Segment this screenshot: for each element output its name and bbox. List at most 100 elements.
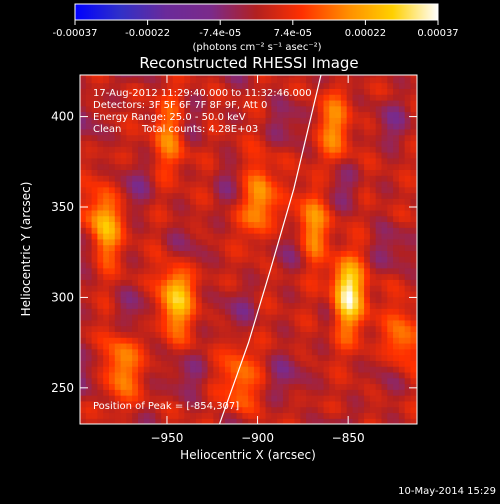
heatmap-cell bbox=[103, 233, 110, 240]
heatmap-cell bbox=[259, 238, 267, 246]
heatmap-cell bbox=[358, 88, 365, 95]
heatmap-cell bbox=[108, 123, 116, 130]
heatmap-cell bbox=[219, 180, 226, 188]
heatmap-cell bbox=[126, 325, 133, 333]
heatmap-cell bbox=[172, 406, 180, 414]
heatmap-cell bbox=[195, 238, 203, 246]
heatmap-cell bbox=[213, 366, 220, 373]
heatmap-cell bbox=[323, 94, 330, 101]
heatmap-cell bbox=[369, 198, 377, 205]
heatmap-cell bbox=[195, 244, 203, 252]
heatmap-cell bbox=[195, 400, 203, 408]
heatmap-cell bbox=[335, 302, 342, 309]
heatmap-cell bbox=[155, 337, 162, 344]
heatmap-cell bbox=[97, 105, 104, 113]
heatmap-cell bbox=[282, 75, 290, 78]
heatmap-cell bbox=[300, 325, 307, 333]
heatmap-cell bbox=[404, 383, 412, 390]
heatmap-cell bbox=[248, 406, 255, 414]
heatmap-cell bbox=[155, 192, 162, 199]
heatmap-cell bbox=[259, 192, 267, 199]
heatmap-cell bbox=[288, 244, 296, 252]
heatmap-cell bbox=[404, 227, 412, 234]
heatmap-cell bbox=[410, 180, 417, 188]
heatmap-cell bbox=[393, 418, 400, 424]
heatmap-cell bbox=[306, 111, 313, 118]
heatmap-cell bbox=[97, 267, 104, 275]
heatmap-cell bbox=[271, 88, 278, 95]
heatmap-cell bbox=[213, 285, 220, 292]
heatmap-cell bbox=[120, 308, 127, 315]
heatmap-cell bbox=[393, 134, 400, 142]
heatmap-cell bbox=[120, 348, 127, 356]
heatmap-cell bbox=[369, 227, 377, 234]
heatmap-cell bbox=[277, 308, 284, 315]
heatmap-cell bbox=[143, 371, 151, 379]
heatmap-cell bbox=[213, 389, 220, 396]
heatmap-cell bbox=[369, 123, 377, 130]
heatmap-cell bbox=[114, 256, 122, 263]
heatmap-cell bbox=[317, 238, 325, 246]
heatmap-cell bbox=[224, 256, 232, 263]
heatmap-cell bbox=[387, 267, 394, 275]
heatmap-cell bbox=[201, 233, 209, 240]
heatmap-cell bbox=[253, 337, 261, 344]
heatmap-cell bbox=[340, 227, 348, 234]
heatmap-cell bbox=[282, 337, 290, 344]
heatmap-cell bbox=[91, 175, 98, 182]
heatmap-cell bbox=[282, 366, 290, 373]
heatmap-cell bbox=[143, 400, 151, 408]
heatmap-cell bbox=[230, 99, 238, 107]
heatmap-cell bbox=[398, 105, 406, 113]
heatmap-cell bbox=[329, 233, 336, 240]
heatmap-cell bbox=[323, 412, 330, 419]
heatmap-cell bbox=[288, 152, 296, 159]
heatmap-cell bbox=[369, 157, 377, 165]
heatmap-cell bbox=[288, 296, 296, 304]
heatmap-cell bbox=[126, 302, 133, 309]
heatmap-cell bbox=[282, 314, 290, 321]
heatmap-cell bbox=[398, 285, 406, 292]
heatmap-cell bbox=[184, 111, 191, 118]
heatmap-cell bbox=[381, 389, 388, 396]
heatmap-cell bbox=[85, 117, 93, 124]
heatmap-cell bbox=[393, 296, 400, 304]
heatmap-cell bbox=[265, 209, 272, 217]
heatmap-cell bbox=[166, 99, 174, 107]
heatmap-cell bbox=[114, 198, 122, 205]
heatmap-cell bbox=[404, 273, 412, 280]
heatmap-cell bbox=[393, 157, 400, 165]
heatmap-cell bbox=[236, 314, 243, 321]
heatmap-cell bbox=[346, 331, 354, 338]
heatmap-cell bbox=[85, 105, 93, 113]
heatmap-cell bbox=[265, 279, 272, 286]
heatmap-cell bbox=[329, 169, 336, 176]
heatmap-cell bbox=[126, 204, 133, 211]
heatmap-cell bbox=[103, 204, 110, 211]
heatmap-cell bbox=[80, 99, 87, 107]
heatmap-cell bbox=[358, 337, 365, 344]
heatmap-cell bbox=[242, 354, 249, 361]
heatmap-cell bbox=[259, 342, 267, 350]
heatmap-cell bbox=[329, 105, 336, 113]
heatmap-cell bbox=[393, 360, 400, 367]
heatmap-cell bbox=[143, 75, 151, 78]
heatmap-cell bbox=[387, 285, 394, 292]
heatmap-cell bbox=[161, 198, 168, 205]
heatmap-cell bbox=[213, 238, 220, 246]
heatmap-cell bbox=[282, 290, 290, 298]
heatmap-cell bbox=[172, 383, 180, 390]
heatmap-cell bbox=[288, 221, 296, 228]
heatmap-cell bbox=[364, 117, 371, 124]
heatmap-cell bbox=[172, 233, 180, 240]
heatmap-cell bbox=[184, 169, 191, 176]
heatmap-cell bbox=[294, 418, 301, 424]
heatmap-cell bbox=[224, 290, 232, 298]
heatmap-cell bbox=[300, 308, 307, 315]
heatmap-cell bbox=[219, 377, 226, 385]
heatmap-cell bbox=[190, 152, 197, 159]
heatmap-cell bbox=[143, 314, 151, 321]
heatmap-cells bbox=[80, 75, 417, 424]
heatmap-cell bbox=[161, 209, 168, 217]
heatmap-cell bbox=[346, 94, 354, 101]
